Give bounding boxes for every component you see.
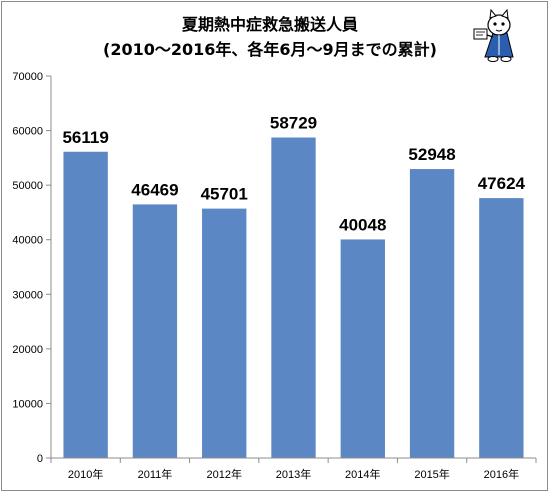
data-label: 46469 [131, 180, 178, 199]
y-tick-label: 10000 [12, 398, 43, 410]
x-tick-label: 2013年 [276, 467, 311, 481]
bar [132, 204, 178, 458]
data-label: 40048 [339, 215, 386, 234]
bar [479, 198, 524, 459]
y-tick-label: 60000 [12, 126, 43, 138]
data-label: 52948 [408, 145, 455, 164]
x-tick-label: 2012年 [206, 467, 241, 481]
data-label: 45701 [201, 185, 248, 204]
x-tick-label: 2010年 [68, 467, 103, 481]
bar [409, 169, 455, 458]
y-tick-label: 40000 [12, 235, 43, 247]
bar [63, 151, 108, 458]
y-tick-label: 20000 [12, 344, 43, 356]
bar [340, 239, 385, 458]
data-label: 47624 [478, 174, 526, 193]
x-tick-label: 2016年 [484, 467, 519, 481]
y-tick-label: 70000 [12, 71, 43, 83]
bar [202, 208, 247, 458]
cartoon-cat-mascot-icon [473, 8, 514, 62]
x-tick-label: 2015年 [414, 467, 449, 481]
x-tick-label: 2014年 [345, 467, 380, 481]
chart-subtitle: (2010～2016年、各年6月～9月までの累計) [103, 40, 437, 59]
bar [271, 137, 316, 459]
data-label: 56119 [62, 128, 108, 147]
x-tick-label: 2011年 [138, 467, 173, 481]
data-label: 58729 [270, 114, 317, 133]
y-tick-label: 0 [37, 453, 43, 465]
y-tick-label: 30000 [12, 289, 43, 301]
y-tick-label: 50000 [12, 180, 43, 192]
chart-title: 夏期熱中症救急搬送人員 [181, 15, 358, 34]
